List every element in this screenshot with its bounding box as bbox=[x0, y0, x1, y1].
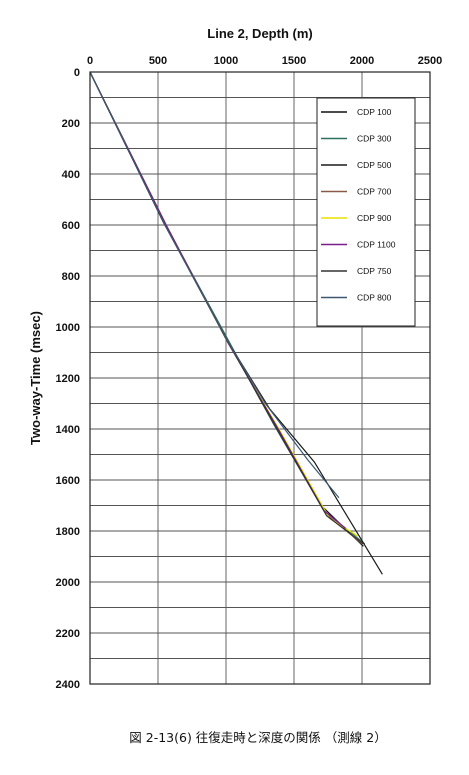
x-axis-title: Line 2, Depth (m) bbox=[207, 26, 312, 41]
legend-label: CDP 800 bbox=[357, 293, 392, 303]
y-tick-label: 400 bbox=[62, 169, 80, 181]
series-line bbox=[89, 71, 340, 499]
legend-label: CDP 900 bbox=[357, 213, 392, 223]
y-tick-label: 600 bbox=[62, 220, 80, 232]
y-tick-label: 1200 bbox=[56, 373, 80, 385]
figure-caption: 図 2-13(6) 往復走時と深度の関係 （測線 2） bbox=[129, 730, 386, 745]
y-tick-label: 0 bbox=[74, 67, 80, 79]
x-tick-label: 2000 bbox=[350, 55, 374, 67]
legend-label: CDP 100 bbox=[357, 107, 392, 117]
y-tick-label: 1000 bbox=[56, 322, 80, 334]
plot-frame bbox=[89, 71, 431, 685]
y-tick-label: 200 bbox=[62, 118, 80, 130]
legend-label: CDP 500 bbox=[357, 160, 392, 170]
legend-label: CDP 700 bbox=[357, 187, 392, 197]
x-tick-label: 2500 bbox=[418, 55, 442, 67]
legend-label: CDP 1100 bbox=[357, 240, 396, 250]
x-tick-label: 0 bbox=[87, 55, 93, 67]
y-tick-label: 1800 bbox=[56, 526, 80, 538]
legend: CDP 100 CDP 300 CDP 500 CDP 700 CDP 900 CDP 1… bbox=[316, 97, 416, 327]
y-tick-label: 2000 bbox=[56, 577, 80, 589]
y-axis-title: Two-way-Time (msec) bbox=[28, 311, 43, 445]
legend-label: CDP 750 bbox=[357, 266, 392, 276]
x-tick-label: 500 bbox=[149, 55, 167, 67]
legend-box bbox=[316, 97, 416, 327]
y-tick-label: 2400 bbox=[56, 679, 80, 691]
y-tick-label: 1400 bbox=[56, 424, 80, 436]
y-tick-label: 1600 bbox=[56, 475, 80, 487]
legend-label: CDP 300 bbox=[357, 134, 392, 144]
y-tick-label: 800 bbox=[62, 271, 80, 283]
y-tick-label: 2200 bbox=[56, 628, 80, 640]
y-tick-labels: 0 200 400 600 800 1000 1200 1400 1600 1800 2000 220… bbox=[56, 67, 80, 691]
series-lines bbox=[89, 71, 383, 575]
x-tick-labels: 0 500 1000 1500 2000 2500 bbox=[87, 55, 442, 67]
x-tick-label: 1000 bbox=[214, 55, 238, 67]
x-tick-label: 1500 bbox=[282, 55, 306, 67]
